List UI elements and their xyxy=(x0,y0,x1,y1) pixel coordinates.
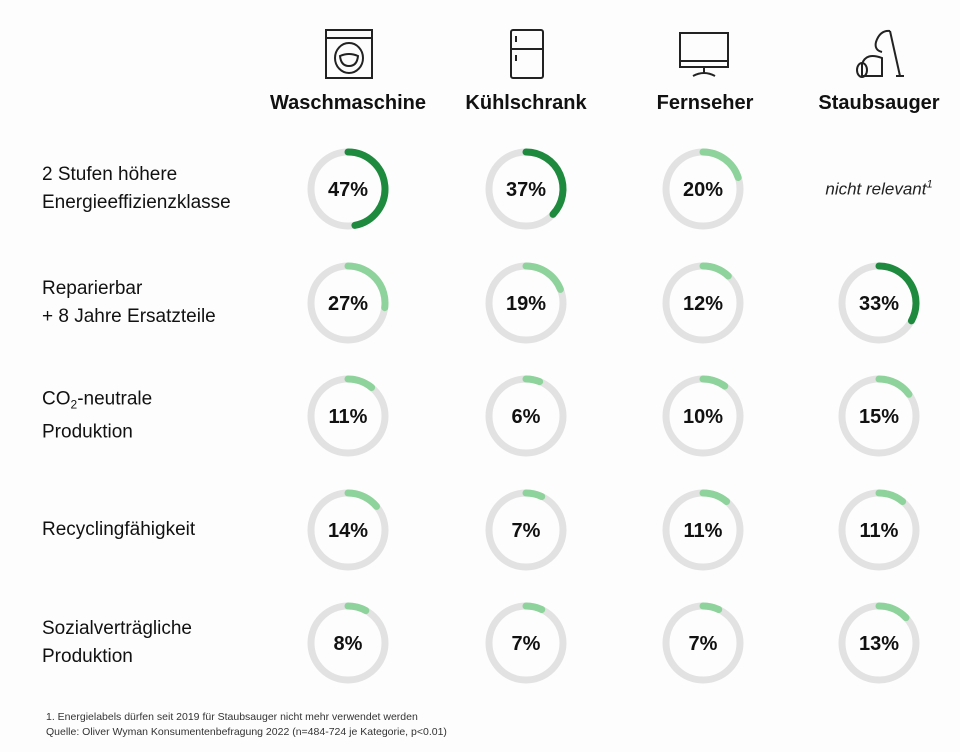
donut: 11% xyxy=(838,489,920,571)
not-relevant-text: nicht relevant xyxy=(825,179,927,199)
donut: 13% xyxy=(838,602,920,684)
row-label-energieeffizienz: 2 Stufen höhere Energieeffizienzklasse xyxy=(42,161,231,217)
donut-value-label: 37% xyxy=(506,179,546,201)
donut-value-label: 7% xyxy=(512,520,541,542)
refrigerator-icon xyxy=(510,29,544,79)
not-relevant-label: nicht relevant1 xyxy=(825,179,932,200)
donut: 7% xyxy=(485,489,567,571)
donut-value-arc xyxy=(522,148,567,218)
donut-value-label: 33% xyxy=(859,293,899,315)
donut-value-label: 6% xyxy=(512,406,541,428)
row-label-line: + 8 Jahre Ersatzteile xyxy=(42,306,216,327)
row-label-line: Sozialverträgliche xyxy=(42,618,192,639)
footnote-energielabel: 1. Energielabels dürfen seit 2019 für St… xyxy=(46,711,418,723)
donut: 6% xyxy=(485,375,567,457)
donut-value-label: 11% xyxy=(860,520,899,542)
donut: 47% xyxy=(307,148,389,230)
donut-value-label: 7% xyxy=(512,633,541,655)
donut: 11% xyxy=(307,375,389,457)
column-title-staubsauger: Staubsauger xyxy=(818,92,940,114)
donut-value-label: 27% xyxy=(328,293,368,315)
tv-icon xyxy=(679,32,729,77)
donut-value-arc xyxy=(699,262,732,280)
donut-value-label: 20% xyxy=(683,179,723,201)
donut: 7% xyxy=(485,602,567,684)
co2-suffix: -neutrale xyxy=(77,388,153,410)
donut: 37% xyxy=(485,148,567,230)
donut-value-arc xyxy=(522,602,546,614)
donut-value-arc xyxy=(344,262,389,312)
donut-value-label: 10% xyxy=(683,406,723,428)
donut: 14% xyxy=(307,489,389,571)
footnote-marker: 1 xyxy=(926,178,933,191)
row-label-sozialvertraeglich: Sozialverträgliche Produktion xyxy=(42,615,192,671)
donut-value-label: 8% xyxy=(334,633,363,655)
donut-value-arc xyxy=(522,489,546,501)
vacuum-cleaner-icon xyxy=(856,29,904,78)
donut-value-arc xyxy=(699,375,729,390)
donut-value-arc xyxy=(699,489,731,505)
donut-value-arc xyxy=(875,489,907,505)
row-label-recycling: Recyclingfähigkeit xyxy=(42,516,195,544)
donut-value-label: 15% xyxy=(859,406,899,428)
row-label-line: Reparierbar xyxy=(42,278,143,299)
donut-value-arc xyxy=(875,375,913,398)
donut-value-arc xyxy=(875,262,920,325)
donut-value-label: 14% xyxy=(328,520,368,542)
column-title-fernseher: Fernseher xyxy=(656,92,754,114)
donut-value-arc xyxy=(699,148,742,182)
donut-value-arc xyxy=(699,602,723,614)
row-label-line: Energieeffizienzklasse xyxy=(42,192,231,213)
donut-value-label: 19% xyxy=(506,293,546,315)
donut-value-label: 7% xyxy=(689,633,718,655)
row-label-co2-neutral: CO2-neutrale Produktion xyxy=(42,386,152,447)
row-label-line: Recyclingfähigkeit xyxy=(42,519,196,540)
donut-value-label: 11% xyxy=(329,406,368,428)
donut-value-arc xyxy=(344,375,376,391)
co2-prefix: CO xyxy=(42,388,71,410)
co2-subscript: 2 xyxy=(70,397,78,412)
donut: 8% xyxy=(307,602,389,684)
donut: 10% xyxy=(662,375,744,457)
donut-value-label: 11% xyxy=(684,520,723,542)
donut: 27% xyxy=(307,262,389,344)
row-label-line: CO2-neutrale xyxy=(42,386,152,419)
donut: 11% xyxy=(662,489,744,571)
donut: 33% xyxy=(838,262,920,344)
donut: 15% xyxy=(838,375,920,457)
donut: 20% xyxy=(662,148,744,230)
donut: 19% xyxy=(485,262,567,344)
donut-value-arc xyxy=(875,602,910,622)
donut: 12% xyxy=(662,262,744,344)
footnote-source: Quelle: Oliver Wyman Konsumentenbefragun… xyxy=(46,726,447,738)
donut-value-arc xyxy=(522,375,544,386)
column-title-waschmaschine: Waschmaschine xyxy=(270,92,426,114)
donut-value-arc xyxy=(344,148,389,229)
row-label-line: Produktion xyxy=(42,421,133,443)
donut: 7% xyxy=(662,602,744,684)
row-label-reparierbar: Reparierbar + 8 Jahre Ersatzteile xyxy=(42,275,216,331)
donut-value-label: 13% xyxy=(859,633,899,655)
donut-value-label: 12% xyxy=(683,293,723,315)
donut-value-arc xyxy=(522,262,564,293)
donut-value-label: 47% xyxy=(328,179,368,201)
column-title-kuehlschrank: Kühlschrank xyxy=(465,92,587,114)
row-label-line: Produktion xyxy=(42,646,133,667)
donut-value-arc xyxy=(344,489,381,510)
donut-value-arc xyxy=(344,602,370,615)
row-label-line: 2 Stufen höhere xyxy=(42,164,178,185)
washing-machine-icon xyxy=(325,29,373,79)
